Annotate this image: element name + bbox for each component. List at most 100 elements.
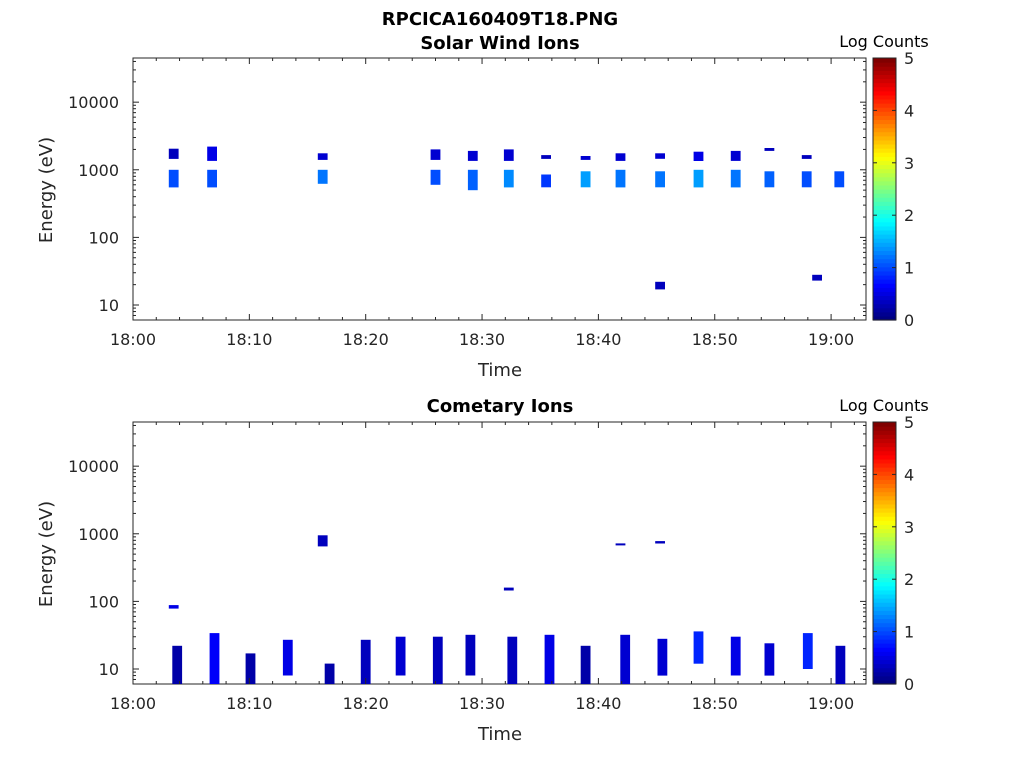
colorbar-segment: [873, 512, 896, 517]
colorbar-segment: [873, 315, 896, 321]
colorbar-tick-label: 3: [904, 154, 914, 173]
colorbar-segment: [873, 205, 896, 211]
colorbar-segment: [873, 90, 896, 96]
colorbar-segment: [873, 131, 896, 137]
colorbar-segment: [873, 111, 896, 116]
colorbar-segment: [873, 491, 896, 497]
heatmap-cell: [317, 169, 328, 184]
heatmap-cell: [802, 633, 813, 669]
colorbar-segment: [873, 544, 896, 550]
colorbar-tick-label: 5: [904, 413, 914, 432]
colorbar-segment: [873, 454, 896, 460]
colorbar-segment: [873, 614, 896, 620]
axis-ticks: 18:00 18:10 18:20 18:30 18:40 18:50 19:00 10 100…: [68, 422, 866, 713]
colorbar-segment: [873, 168, 896, 174]
x-tick-label: 18:40: [575, 330, 621, 349]
y-axis-label: Energy (eV): [36, 501, 57, 607]
heatmap-cell: [168, 148, 179, 159]
heatmap-cell: [657, 638, 668, 676]
colorbar-segment: [873, 234, 896, 239]
colorbar-segment: [873, 430, 896, 435]
heatmap-cell: [207, 146, 217, 161]
heatmap-cell: [580, 645, 591, 684]
colorbar-segment: [873, 238, 896, 243]
colorbar-segment: [873, 462, 896, 468]
axis-ticks: 18:00 18:10 18:20 18:30 18:40 18:50 19:00 10 100…: [68, 58, 866, 349]
heatmap-cell: [430, 149, 441, 160]
colorbar-segment: [873, 287, 896, 292]
colorbar-segment: [873, 659, 896, 665]
heatmap-cell: [693, 631, 704, 664]
heatmap-cell: [465, 634, 476, 676]
colorbar-segment: [873, 295, 896, 301]
colorbar-segment: [873, 172, 896, 178]
colorbar-segment: [873, 626, 896, 632]
heatmap-cell: [730, 150, 741, 161]
colorbar-segment: [873, 483, 896, 489]
colorbar-segment: [873, 254, 896, 260]
heatmap-cells: [168, 535, 846, 684]
colorbar-segment: [873, 471, 896, 476]
colorbar-segment: [873, 581, 896, 587]
x-tick-label: 18:00: [110, 694, 156, 713]
colorbar-segment: [873, 487, 896, 493]
colorbar-segment: [873, 561, 896, 566]
colorbar-segment: [873, 565, 896, 570]
x-tick-label: 18:40: [575, 694, 621, 713]
colorbar-segment: [873, 671, 896, 677]
y-tick-label: 100: [88, 228, 119, 247]
colorbar-segment: [873, 62, 896, 67]
colorbar-segment: [873, 184, 896, 190]
colorbar-segment: [873, 274, 896, 280]
colorbar-segment: [873, 107, 896, 112]
colorbar-segment: [873, 189, 896, 194]
colorbar-segment: [873, 647, 896, 652]
colorbar-segment: [873, 503, 896, 509]
colorbar-segment: [873, 70, 896, 75]
heatmap-cell: [693, 169, 704, 188]
colorbar-segment: [873, 520, 896, 525]
heatmap-cell: [168, 605, 179, 609]
heatmap-cell: [730, 169, 741, 188]
colorbar-label: Log Counts: [839, 396, 929, 415]
colorbar-segment: [873, 127, 896, 133]
heatmap-cell: [655, 171, 665, 188]
colorbar-segment: [873, 152, 896, 157]
colorbar-segment: [873, 82, 896, 88]
colorbar: 0 1 2 3 4 5: [872, 413, 914, 694]
colorbar-segment: [873, 213, 896, 219]
x-tick-label: 19:00: [808, 694, 854, 713]
colorbar-segment: [873, 139, 896, 145]
colorbar-segment: [873, 311, 896, 317]
colorbar-segment: [873, 66, 896, 71]
colorbar-segment: [873, 593, 896, 599]
colorbar-segment: [873, 524, 896, 530]
heatmap-cell: [432, 636, 443, 684]
y-tick-label: 1000: [78, 525, 119, 544]
heatmap-cell: [507, 636, 518, 684]
colorbar-segment: [873, 585, 896, 591]
colorbar-segment: [873, 143, 896, 149]
y-tick-label: 10: [99, 296, 119, 315]
colorbar-segment: [873, 164, 896, 170]
x-tick-label: 18:10: [226, 694, 272, 713]
heatmap-cell: [615, 153, 626, 161]
colorbar-segment: [873, 548, 896, 554]
colorbar-segment: [873, 74, 896, 80]
colorbar-segment: [873, 115, 896, 120]
heatmap-cell: [395, 636, 406, 676]
colorbar-segment: [873, 638, 896, 644]
heatmap-cells: [168, 146, 845, 290]
colorbar-segment: [873, 577, 896, 583]
x-tick-label: 18:50: [692, 330, 738, 349]
heatmap-cell: [541, 174, 551, 188]
x-axis-label: Time: [477, 724, 522, 745]
heatmap-cell: [655, 281, 665, 290]
colorbar-segment: [873, 193, 896, 198]
x-tick-label: 18:20: [343, 694, 389, 713]
y-tick-label: 100: [88, 592, 119, 611]
x-axis-label: Time: [477, 360, 522, 381]
colorbar-segment: [873, 94, 896, 100]
colorbar-segment: [873, 262, 896, 268]
